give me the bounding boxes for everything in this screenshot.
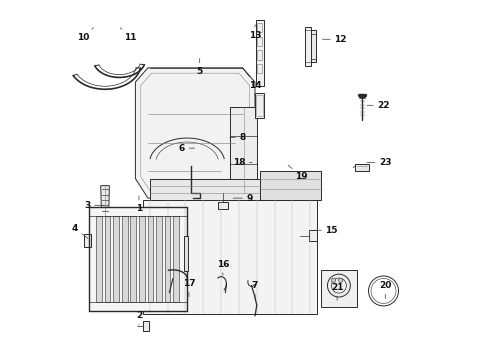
Bar xyxy=(256,37,262,46)
Text: 12: 12 xyxy=(322,35,346,44)
Bar xyxy=(165,216,170,302)
Polygon shape xyxy=(260,171,320,200)
Text: 6: 6 xyxy=(178,144,194,153)
Text: 10: 10 xyxy=(77,28,93,42)
Polygon shape xyxy=(89,207,187,311)
Bar xyxy=(173,216,179,302)
Bar xyxy=(255,93,263,118)
Bar xyxy=(304,27,311,66)
Polygon shape xyxy=(135,68,255,198)
Bar xyxy=(256,95,262,116)
Text: 23: 23 xyxy=(366,158,391,167)
Bar xyxy=(255,20,263,86)
Text: 13: 13 xyxy=(248,25,261,40)
Text: 2: 2 xyxy=(136,311,142,325)
Text: 15: 15 xyxy=(313,226,337,235)
Text: 3: 3 xyxy=(84,201,104,210)
Text: 21: 21 xyxy=(330,283,343,300)
Text: 5: 5 xyxy=(196,59,202,76)
Bar xyxy=(256,64,262,73)
Bar xyxy=(183,236,187,271)
Bar xyxy=(217,202,227,209)
Bar xyxy=(130,216,136,302)
Bar xyxy=(311,30,315,62)
Text: 11: 11 xyxy=(120,28,136,42)
Circle shape xyxy=(331,278,335,282)
Text: 18: 18 xyxy=(232,158,251,167)
Text: 20: 20 xyxy=(378,281,391,298)
Polygon shape xyxy=(101,186,109,218)
Polygon shape xyxy=(308,230,317,241)
Bar xyxy=(139,216,144,302)
Bar xyxy=(105,216,110,302)
Text: 22: 22 xyxy=(366,101,389,110)
Polygon shape xyxy=(229,107,256,193)
Bar xyxy=(96,216,102,302)
Text: 7: 7 xyxy=(251,281,257,298)
Text: 4: 4 xyxy=(71,224,88,238)
Text: 8: 8 xyxy=(229,133,245,142)
Polygon shape xyxy=(150,178,260,200)
Bar xyxy=(83,234,91,247)
Text: 9: 9 xyxy=(233,193,252,203)
Bar xyxy=(256,50,262,60)
Text: 17: 17 xyxy=(182,279,195,297)
Bar xyxy=(113,216,119,302)
Bar xyxy=(121,216,127,302)
Bar xyxy=(320,270,356,307)
Polygon shape xyxy=(142,200,317,314)
Bar xyxy=(142,321,149,331)
Text: 14: 14 xyxy=(248,81,261,97)
Bar xyxy=(156,216,162,302)
Polygon shape xyxy=(354,164,368,171)
Text: 16: 16 xyxy=(216,260,228,275)
Circle shape xyxy=(338,278,342,282)
Text: 1: 1 xyxy=(136,196,142,213)
Bar xyxy=(147,216,153,302)
Text: 19: 19 xyxy=(287,165,307,181)
Bar xyxy=(256,23,262,32)
